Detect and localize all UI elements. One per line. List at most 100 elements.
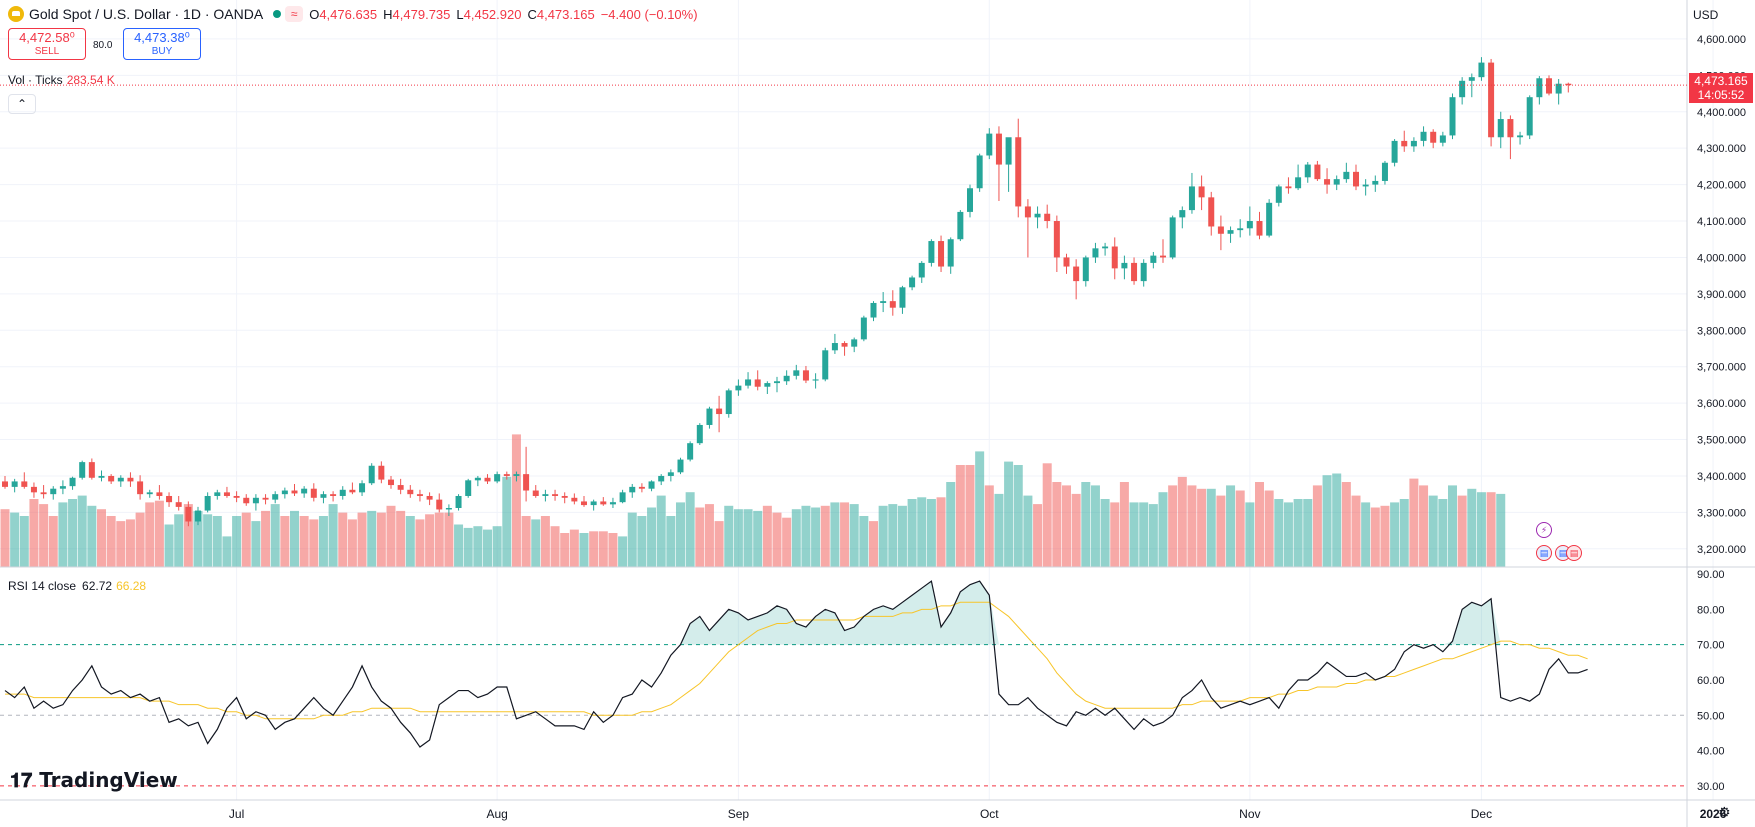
volume-bar	[1245, 502, 1255, 567]
sell-price: 4,472.58⁰	[19, 30, 75, 45]
volume-bar	[724, 505, 734, 567]
candle-body	[1063, 257, 1070, 267]
price-tick-label: 4,200.000	[1697, 180, 1746, 192]
last-price-value: 4,473.165	[1694, 74, 1748, 88]
rsi-tick-label: 40.00	[1697, 746, 1725, 758]
candle-body	[474, 477, 481, 481]
candle-body	[1150, 255, 1157, 263]
candle-body	[957, 211, 964, 240]
open-value: 4,476.635	[319, 6, 378, 22]
candle-body	[1227, 230, 1234, 234]
candle-body	[117, 477, 124, 482]
ohlc-high: H4,479.735	[383, 7, 450, 22]
candle-body	[600, 501, 607, 505]
collapse-legend-button[interactable]: ⌃	[8, 94, 36, 114]
candle-body	[638, 486, 645, 489]
volume-bar	[569, 529, 579, 567]
candle-body	[590, 501, 597, 506]
candle-body	[407, 489, 414, 495]
sell-label: SELL	[34, 46, 60, 57]
lightning-event-icon[interactable]: ⚡	[1536, 522, 1552, 538]
rsi-legend[interactable]: RSI 14 close 62.72 66.28	[8, 579, 146, 593]
candle-body	[542, 494, 549, 496]
volume-bar	[695, 507, 705, 567]
symbol-title[interactable]: Gold Spot / U.S. Dollar · 1D · OANDA	[29, 6, 264, 22]
candle-body	[1295, 177, 1302, 189]
candle-body	[195, 510, 201, 522]
candle-body	[252, 497, 259, 504]
candle-body	[783, 375, 790, 382]
candle-body	[532, 490, 539, 496]
sell-button[interactable]: 4,472.58⁰ SELL	[8, 28, 86, 60]
candle-body	[1102, 246, 1109, 249]
candle-body	[339, 489, 346, 496]
volume-bar	[97, 509, 106, 567]
volume-bar	[1428, 495, 1438, 567]
candle-body	[658, 475, 665, 482]
volume-bar	[762, 505, 772, 567]
volume-bar	[212, 516, 222, 567]
low-value: 4,452.920	[463, 6, 522, 22]
volume-bar	[1004, 461, 1014, 567]
candle-body	[986, 133, 993, 156]
candle-body	[214, 492, 221, 496]
volume-bar	[955, 465, 965, 567]
volume-bar	[1361, 502, 1371, 567]
volume-bar	[1467, 488, 1477, 567]
tradingview-logo[interactable]: 𝟏𝟕 TradingView	[10, 768, 178, 792]
gear-icon[interactable]: ⚙	[1718, 804, 1731, 820]
candle-body	[1555, 83, 1562, 94]
chart-header: Gold Spot / U.S. Dollar · 1D · OANDA ≈ O…	[8, 4, 698, 24]
rsi-tick-label: 50.00	[1697, 710, 1725, 722]
volume-bar	[676, 502, 685, 567]
candle-body	[416, 494, 423, 496]
candle-body	[455, 495, 462, 509]
candle-body	[1275, 186, 1282, 203]
candle-body	[629, 486, 636, 493]
currency-selector[interactable]: USD	[1693, 8, 1719, 22]
volume-bar	[1274, 499, 1284, 567]
volume-bar	[627, 512, 637, 567]
candle-body	[1372, 180, 1379, 185]
candle-body	[465, 480, 472, 496]
candle-body	[899, 287, 906, 308]
candle-body	[648, 481, 655, 489]
candle-body	[1082, 257, 1089, 282]
buy-button[interactable]: 4,473.38⁰ BUY	[123, 28, 201, 60]
candle-body	[581, 501, 587, 506]
volume-bar	[888, 504, 898, 567]
volume-bar	[367, 510, 377, 567]
volume-bar	[0, 509, 10, 567]
candle-body	[1285, 186, 1292, 189]
rsi-title: RSI 14 close	[8, 579, 77, 593]
volume-bar	[1332, 473, 1342, 567]
volume-bar	[926, 499, 936, 567]
wave-icon[interactable]: ≈	[285, 6, 304, 22]
candle-body	[98, 475, 105, 478]
rsi-tick-label: 70.00	[1697, 640, 1725, 652]
candle-body	[79, 462, 86, 478]
volume-bar	[897, 505, 907, 567]
candle-body	[262, 497, 269, 500]
volume-bar	[1110, 502, 1120, 567]
candle-body	[1314, 164, 1321, 180]
volume-bar	[1264, 490, 1274, 567]
volume-bar	[280, 516, 290, 567]
volume-bar	[1062, 485, 1071, 567]
volume-bar	[840, 502, 850, 567]
volume-bar	[135, 512, 145, 567]
volume-bar	[492, 526, 502, 567]
volume-bar	[975, 451, 985, 567]
us-flag-event-icon[interactable]: ▤	[1536, 545, 1552, 561]
volume-bar	[1168, 485, 1178, 567]
volume-bar	[685, 492, 695, 567]
time-tick-label: Oct	[980, 807, 999, 821]
volume-bar	[1052, 482, 1062, 567]
us-flag-event-icon[interactable]: ▤	[1566, 545, 1582, 561]
candle-body	[995, 133, 1002, 165]
volume-bar	[1438, 499, 1448, 567]
rsi-ma-value: 66.28	[116, 579, 147, 593]
volume-bar	[1197, 488, 1207, 567]
volume-legend[interactable]: Vol · Ticks 283.54 K	[8, 73, 115, 87]
